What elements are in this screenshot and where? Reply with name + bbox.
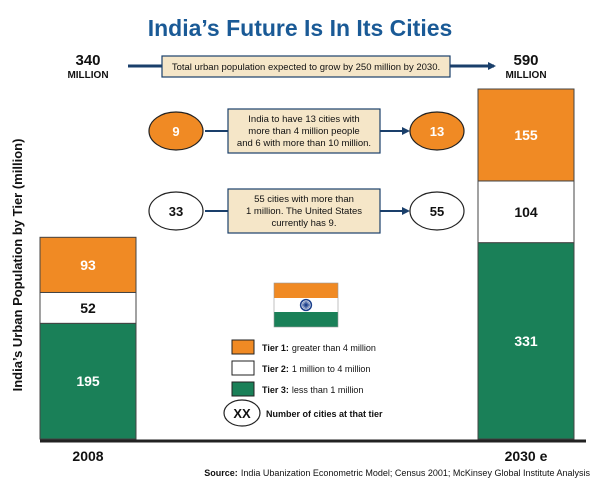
legend: Tier 1: greater than 4 million Tier 2: 1 m…	[223, 339, 383, 427]
y-axis-label: India’s Urban Population by Tier (millio…	[10, 139, 25, 392]
source-text: India Ubanization Econometric Model; Cen…	[241, 468, 591, 478]
legend-key-tier3: Tier 3:	[262, 385, 289, 395]
legend-circle-text: Number of cities at that tier	[266, 409, 383, 419]
legend-item-tier3: Tier 3: less than 1 million	[262, 385, 363, 395]
flag-saffron-band	[274, 283, 338, 298]
bar-label-2008-tier2: 52	[80, 300, 96, 316]
tier1-note-line-3: and 6 with more than 10 million.	[237, 138, 371, 149]
bar-label-2030-tier1: 155	[514, 127, 538, 143]
bar-label-2008-tier1: 93	[80, 257, 96, 273]
bars-group: 195 52 93 331 104 155	[39, 88, 575, 440]
legend-item-tier1: Tier 1: greater than 4 million	[262, 343, 376, 353]
legend-item-tier2: Tier 2: 1 million to 4 million	[262, 364, 370, 374]
tier1-cities-2030-circle	[409, 111, 465, 151]
source-label: Source:	[204, 468, 238, 478]
growth-note-box	[161, 55, 451, 78]
bar-2008-tier3	[39, 322, 137, 440]
tier2-note-box	[227, 188, 381, 234]
chart-title: India’s Future Is In Its Cities	[148, 15, 453, 41]
legend-key-tier1: Tier 1:	[262, 343, 289, 353]
tier2-cities-2008-circle	[148, 191, 204, 231]
legend-key-tier2: Tier 2:	[262, 364, 289, 374]
tier1-note-line-1: India to have 13 cities with	[248, 114, 359, 125]
legend-text-tier3: less than 1 million	[292, 385, 364, 395]
bar-label-2030-tier3: 331	[514, 333, 538, 349]
total-unit-2030: MILLION	[505, 70, 546, 81]
tier2-note-line-2: 1 million. The United States	[246, 206, 362, 217]
legend-swatch-tier2	[231, 360, 255, 376]
flag-chakra-spoke	[300, 303, 312, 307]
legend-swatch-tier3	[231, 381, 255, 397]
total-label-2008: 340	[75, 52, 100, 69]
tier1-cities-2030: 13	[430, 124, 444, 139]
growth-note: Total urban population expected to grow …	[172, 62, 440, 73]
tier1-cities-2008: 9	[172, 124, 179, 139]
tier2-note-line-3: currently has 9.	[272, 218, 337, 229]
bar-2030-tier1	[477, 88, 575, 182]
category-label-2030: 2030 e	[505, 448, 548, 464]
tier2-cities-2030: 55	[430, 204, 444, 219]
bar-2030-tier2	[477, 180, 575, 244]
flag-green-band	[274, 312, 338, 327]
bar-2030-tier3	[477, 242, 575, 440]
source-line: Source: India Ubanization Econometric Mod…	[204, 468, 590, 478]
flag-border	[273, 282, 339, 328]
tier1-note-box	[227, 108, 381, 154]
legend-swatch-tier1	[231, 339, 255, 355]
bar-label-2008-tier3: 195	[76, 373, 100, 389]
bar-2008-tier1	[39, 236, 137, 293]
total-label-2030: 590	[513, 52, 538, 69]
total-unit-2008: MILLION	[67, 70, 108, 81]
tier1-cities-2008-circle	[148, 111, 204, 151]
india-flag-icon	[273, 282, 339, 328]
legend-text-tier2: 1 million to 4 million	[292, 364, 371, 374]
category-label-2008: 2008	[72, 448, 103, 464]
tier2-note-line-1: 55 cities with more than	[254, 194, 354, 205]
legend-text-tier1: greater than 4 million	[292, 343, 376, 353]
tier2-cities-2030-circle	[409, 191, 465, 231]
tier1-note-line-2: more than 4 million people	[248, 126, 359, 137]
tier2-cities-2008: 33	[169, 204, 183, 219]
bar-label-2030-tier2: 104	[514, 204, 538, 220]
legend-circle-symbol	[223, 399, 261, 427]
legend-circle-xx: XX	[233, 406, 251, 421]
